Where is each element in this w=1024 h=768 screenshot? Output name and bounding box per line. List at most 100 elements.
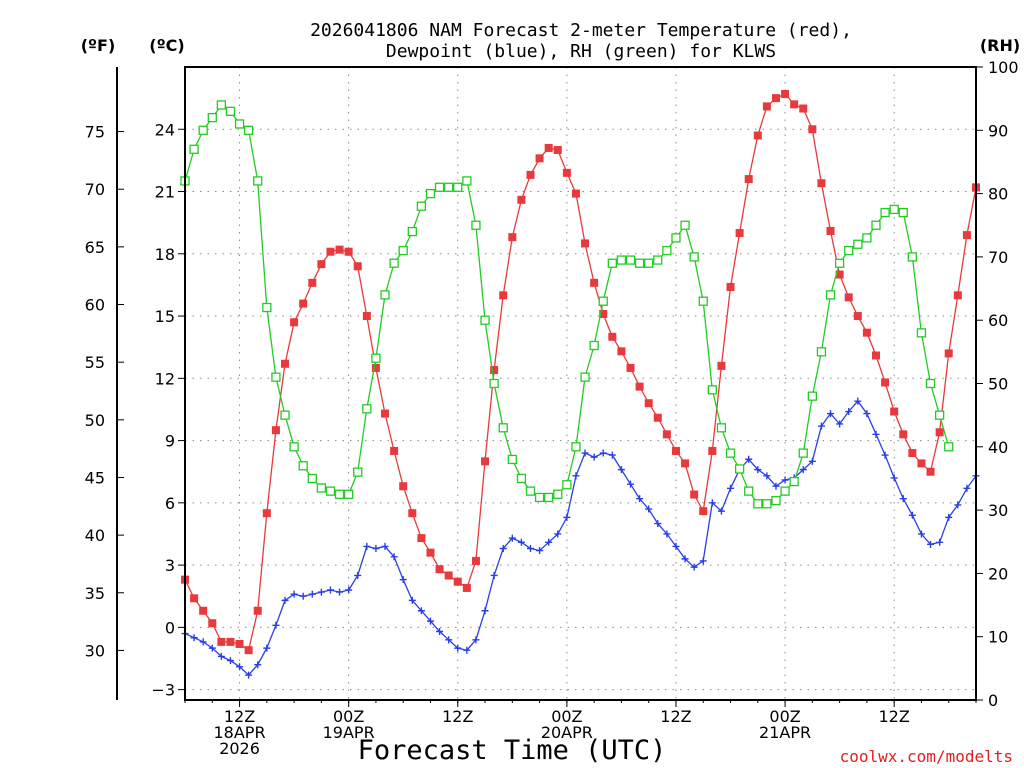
x-tick-label: 19APR — [323, 723, 375, 742]
rh-point — [825, 290, 836, 300]
rh-tick-label: 70 — [988, 248, 1008, 267]
dewpoint-point — [481, 607, 489, 615]
dewpoint-point — [654, 520, 662, 528]
temperature-point — [908, 449, 917, 458]
temperature-point — [917, 459, 926, 468]
temperature-point — [753, 131, 762, 140]
dewpoint-point — [499, 544, 507, 552]
dewpoint-point — [417, 607, 425, 615]
temperature-point — [781, 89, 790, 98]
fahrenheit-tick-label: 55 — [85, 353, 105, 372]
x-tick-label: 12Z — [660, 707, 691, 726]
rh-point — [853, 239, 863, 249]
rh-point — [625, 255, 636, 265]
x-tick-label: 12Z — [224, 707, 255, 726]
rh-point — [480, 315, 490, 325]
dewpoint-point — [872, 430, 880, 438]
temperature-point — [762, 102, 771, 111]
temperature-point — [644, 399, 653, 408]
temperature-point — [499, 291, 508, 300]
rh-point — [307, 473, 317, 484]
rh-point — [344, 489, 354, 499]
chart-title-line-2: Dewpoint (blue), RH (green) for KLWS — [386, 41, 776, 62]
dewpoint-point — [645, 505, 653, 513]
dewpoint-point — [881, 451, 889, 459]
rh-point — [889, 204, 899, 215]
dewpoint-point — [454, 644, 462, 652]
dewpoint-point — [236, 663, 244, 671]
rh-point — [453, 182, 463, 192]
rh-tick-label: 50 — [988, 375, 1008, 394]
dewpoint-point — [636, 495, 644, 503]
rh-point — [598, 296, 608, 306]
temperature-point — [217, 637, 226, 646]
temperature-point — [308, 278, 317, 287]
temperature-point — [926, 467, 935, 476]
rh-point — [944, 442, 954, 452]
temperature-point — [962, 231, 971, 240]
rh-point — [680, 220, 690, 230]
dewpoint-point — [317, 588, 325, 596]
rh-point — [607, 258, 617, 268]
rh-point — [243, 125, 254, 135]
dewpoint-point — [808, 457, 816, 465]
dewpoint-point — [508, 534, 516, 542]
dewpoint-point — [936, 538, 944, 546]
temperature-point — [662, 430, 671, 439]
rh-point — [316, 483, 327, 493]
dewpoint-point — [672, 542, 680, 550]
rh-point — [380, 290, 390, 300]
rh-point — [544, 492, 554, 503]
dewpoint-point — [845, 408, 853, 416]
rh-point — [725, 448, 736, 458]
temperature-point — [426, 548, 435, 557]
dewpoint-point — [717, 507, 725, 515]
fahrenheit-tick-label: 40 — [85, 526, 105, 545]
celsius-tick-label: 6 — [165, 494, 175, 513]
x-tick-label: 21APR — [759, 723, 811, 742]
rh-point — [662, 245, 672, 256]
temperature-point — [399, 482, 408, 491]
fahrenheit-tick-label: 70 — [85, 180, 105, 199]
temperature-point — [671, 446, 680, 455]
rh-tick-label: 20 — [988, 564, 1008, 583]
grid-layer — [185, 67, 976, 700]
rh-point — [189, 144, 199, 154]
rh-point — [644, 258, 654, 268]
temperature-point — [826, 226, 835, 235]
dewpoint-point — [208, 644, 216, 652]
temperature-point — [453, 577, 462, 586]
temperature-point — [853, 312, 862, 321]
dewpoint-point — [290, 590, 298, 598]
rh-point — [198, 125, 208, 135]
temperature-point — [335, 245, 344, 254]
dewpoint-point — [245, 671, 253, 679]
temperature-point — [544, 143, 553, 152]
rh-point — [753, 499, 763, 509]
temperature-point — [571, 189, 580, 198]
rh-point — [898, 207, 908, 218]
celsius-tick-label: 24 — [155, 120, 175, 139]
temperature-point — [235, 639, 244, 648]
temperature-point — [226, 637, 235, 646]
temperature-point — [608, 332, 617, 341]
rh-point — [844, 245, 854, 256]
rh-point — [271, 372, 281, 382]
temperature-point — [417, 534, 426, 543]
dewpoint-point — [536, 547, 544, 555]
temperature-point — [317, 260, 326, 269]
dewpoint-point — [336, 588, 344, 596]
temperature-point — [408, 509, 417, 518]
temperature-point — [862, 328, 871, 337]
dewpoint-point — [781, 476, 789, 484]
rh-point — [207, 112, 217, 123]
rh-point — [216, 100, 227, 110]
x-axis-title: Forecast Time (UTC) — [358, 735, 667, 766]
rh-point — [534, 492, 545, 503]
temperature-point — [490, 366, 499, 375]
rh-point — [589, 340, 599, 351]
dewpoint-point — [772, 482, 780, 490]
dewpoint-point — [927, 540, 935, 548]
dewpoint-point — [608, 451, 616, 459]
temperature-point — [326, 247, 335, 256]
